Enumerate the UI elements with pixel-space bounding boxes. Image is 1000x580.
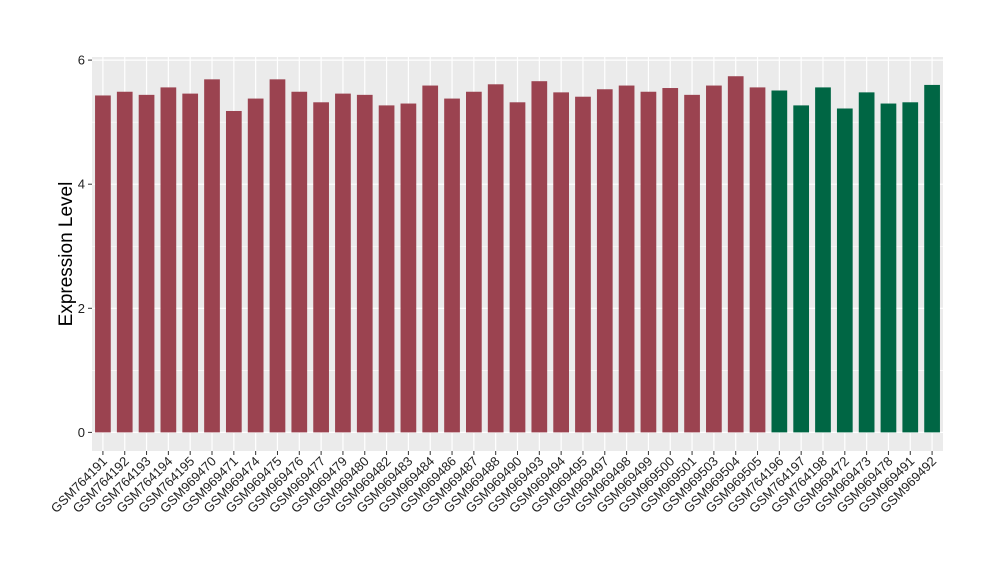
bar-GSM969491 <box>902 102 919 433</box>
y-tick-label: 0 <box>78 425 85 440</box>
bar-GSM969494 <box>553 92 569 433</box>
bar-GSM764194 <box>160 87 177 433</box>
bar-GSM969499 <box>640 91 657 433</box>
bar-GSM969503 <box>706 85 722 433</box>
bar-GSM969483 <box>400 103 417 433</box>
y-tick-label: 6 <box>78 53 85 68</box>
bar-GSM969490 <box>509 102 526 433</box>
bar-GSM969500 <box>662 88 679 433</box>
bar-GSM969478 <box>880 103 897 433</box>
bar-GSM969488 <box>487 84 504 433</box>
bar-GSM969473 <box>858 92 875 433</box>
bar-GSM764195 <box>182 93 199 433</box>
bar-GSM969484 <box>422 85 439 433</box>
bar-GSM764193 <box>138 94 155 433</box>
bar-GSM764191 <box>95 95 111 433</box>
bar-GSM969470 <box>204 79 220 433</box>
bar-GSM969497 <box>596 89 613 433</box>
bar-GSM969472 <box>836 108 853 433</box>
bar-GSM969486 <box>444 98 460 433</box>
bar-GSM969505 <box>749 87 766 433</box>
bar-GSM764196 <box>771 90 788 433</box>
bars <box>95 76 940 433</box>
bar-GSM764198 <box>815 87 831 433</box>
bar-GSM969480 <box>356 94 373 433</box>
bar-GSM969501 <box>684 94 700 433</box>
bar-GSM969493 <box>531 81 548 433</box>
bar-GSM969476 <box>291 91 308 433</box>
x-axis: GSM764191GSM764192GSM764193GSM764194GSM7… <box>48 451 939 516</box>
bar-GSM969504 <box>727 76 744 433</box>
y-axis-title: Expression Level <box>56 182 77 327</box>
bar-GSM969479 <box>335 93 351 433</box>
y-tick-label: 2 <box>78 301 85 316</box>
y-axis: 0 2 4 6 <box>78 53 92 440</box>
bar-GSM969475 <box>269 79 286 433</box>
bar-GSM969477 <box>313 102 329 433</box>
bar-GSM764192 <box>116 91 133 433</box>
bar-GSM969492 <box>924 84 940 433</box>
y-tick-label: 4 <box>78 177 85 192</box>
bar-GSM969498 <box>618 85 635 433</box>
bar-GSM969471 <box>225 110 242 433</box>
bar-GSM969495 <box>575 96 591 433</box>
bar-GSM969482 <box>378 105 395 433</box>
bar-GSM969487 <box>466 91 482 433</box>
bar-GSM764197 <box>793 105 810 433</box>
bar-GSM969474 <box>247 98 264 433</box>
